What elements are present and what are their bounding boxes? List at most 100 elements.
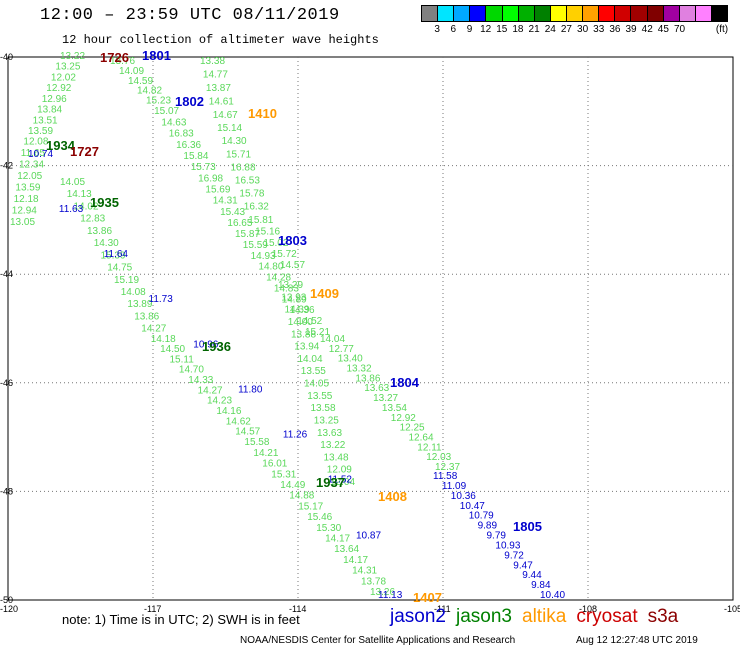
map-frame bbox=[7, 56, 734, 601]
swh-value: 14.27 bbox=[141, 323, 166, 334]
swh-value: 13.25 bbox=[55, 62, 80, 73]
legend-label: 18 bbox=[512, 24, 524, 35]
legend-label: 9 bbox=[466, 24, 473, 35]
swh-value: 14.00 bbox=[288, 317, 313, 328]
swh-value: 11.13 bbox=[378, 590, 403, 601]
swh-value: 16.53 bbox=[235, 176, 260, 187]
lon-tick-label: -120 bbox=[0, 604, 18, 614]
timestamp-text: Aug 12 12:27:48 UTC 2019 bbox=[576, 635, 698, 646]
swh-value: 15.78 bbox=[239, 189, 264, 200]
swh-value: 15.59 bbox=[243, 240, 268, 251]
swh-value: 13.26 bbox=[370, 587, 395, 598]
swh-value: 14.49 bbox=[280, 480, 305, 491]
swh-value: 13.48 bbox=[324, 452, 349, 463]
legend-label: 3 bbox=[434, 24, 440, 35]
swh-value: 12.77 bbox=[329, 344, 354, 355]
swh-value: 11.09 bbox=[442, 481, 467, 492]
swh-value: 14.17 bbox=[325, 534, 350, 545]
swh-value: 12.11 bbox=[417, 442, 442, 453]
legend-swatch bbox=[599, 6, 616, 21]
pass-time-label: 1801 bbox=[142, 48, 171, 63]
swh-value: 14.05 bbox=[304, 379, 329, 390]
pass-time-label: 1727 bbox=[70, 144, 99, 159]
satellite-altika: altika bbox=[522, 606, 567, 627]
swh-value: 13.63 bbox=[317, 428, 342, 439]
legend-unit: (ft) bbox=[715, 24, 729, 35]
swh-value: 12.03 bbox=[426, 452, 451, 463]
swh-value: 13.51 bbox=[33, 115, 58, 126]
swh-value: 14.04 bbox=[298, 354, 323, 365]
swh-value: 13.25 bbox=[314, 415, 339, 426]
swh-value: 14.70 bbox=[179, 365, 204, 376]
swh-value: 13.86 bbox=[355, 373, 380, 384]
legend-swatch bbox=[566, 6, 584, 21]
swh-value: 15.02 bbox=[263, 238, 288, 249]
swh-value: 14.17 bbox=[343, 555, 368, 566]
lon-tick-label: -117 bbox=[144, 604, 161, 614]
legend-swatch bbox=[711, 6, 728, 21]
pass-time-label: 1804 bbox=[390, 375, 420, 390]
swh-value: 15.31 bbox=[271, 469, 296, 480]
swh-value: 14.30 bbox=[94, 238, 119, 249]
swh-value: 15.14 bbox=[217, 123, 242, 134]
swh-value: 14.93 bbox=[251, 251, 276, 262]
swh-value: 14.52 bbox=[297, 316, 322, 327]
swh-value: 13.64 bbox=[334, 544, 359, 555]
swh-value: 12.64 bbox=[409, 433, 434, 444]
satellite-jason2: jason2 bbox=[390, 606, 446, 627]
pass-time-label: 1935 bbox=[90, 195, 119, 210]
swh-value: 13.40 bbox=[338, 354, 363, 365]
swh-value: 10.40 bbox=[540, 590, 565, 601]
swh-value: 15.39 bbox=[101, 250, 126, 261]
swh-value: 13.59 bbox=[28, 126, 53, 137]
swh-value: 14.08 bbox=[121, 287, 146, 298]
credit-text: NOAA/NESDIS Center for Satellite Applica… bbox=[240, 635, 516, 646]
swh-value: 11.58 bbox=[433, 471, 458, 482]
swh-value: 13.94 bbox=[294, 342, 319, 353]
swh-value: 15.43 bbox=[220, 207, 245, 218]
swh-value: 11.63 bbox=[59, 204, 84, 215]
pass-time-label: 1410 bbox=[248, 106, 277, 121]
legend-swatch bbox=[470, 6, 487, 21]
legend-swatch bbox=[550, 6, 567, 21]
swh-value: 15.84 bbox=[183, 151, 208, 162]
swh-value: 13.86 bbox=[134, 312, 159, 323]
swh-value: 14.59 bbox=[128, 76, 153, 87]
legend-label: 21 bbox=[528, 24, 540, 35]
swh-value: 13.05 bbox=[10, 217, 35, 228]
swh-value: 13.87 bbox=[206, 83, 231, 94]
swh-value: 12.05 bbox=[17, 171, 42, 182]
pass-time-label: 1802 bbox=[175, 94, 204, 109]
swh-value: 16.32 bbox=[244, 202, 269, 213]
swh-value: 14.57 bbox=[235, 427, 260, 438]
lat-tick-label: -44 bbox=[0, 269, 13, 279]
swh-value: 13.76 bbox=[110, 56, 135, 67]
swh-value: 9.47 bbox=[513, 560, 533, 571]
swh-value: 13.55 bbox=[301, 366, 326, 377]
swh-value: 13.55 bbox=[307, 391, 332, 402]
swh-value: 14.83 bbox=[274, 284, 299, 295]
swh-value: 14.80 bbox=[258, 262, 283, 273]
swh-value: 14.88 bbox=[289, 491, 314, 502]
swh-value: 15.87 bbox=[235, 229, 260, 240]
swh-value: 10.47 bbox=[460, 501, 485, 512]
swh-value: 9.72 bbox=[504, 550, 524, 561]
swh-value: 11.52 bbox=[328, 475, 353, 486]
swh-value: 13.84 bbox=[37, 105, 62, 116]
satellite-legend: jason2 jason3 altika cryosat s3a bbox=[390, 606, 688, 628]
swh-value: 14.82 bbox=[137, 86, 162, 97]
swh-value: 14.28 bbox=[266, 273, 291, 284]
swh-value: 14.13 bbox=[67, 189, 92, 200]
swh-value: 14.75 bbox=[107, 263, 132, 274]
swh-value: 15.19 bbox=[114, 275, 139, 286]
swh-value: 14.89 bbox=[282, 294, 307, 305]
pass-time-label: 1407 bbox=[413, 590, 442, 605]
swh-value: 15.21 bbox=[305, 327, 330, 338]
swh-value: 13.22 bbox=[320, 440, 345, 451]
swh-value: 15.11 bbox=[170, 354, 195, 365]
page-subtitle: 12 hour collection of altimeter wave hei… bbox=[62, 33, 379, 47]
note-text: note: 1) Time is in UTC; 2) SWH is in fe… bbox=[62, 612, 300, 627]
pass-time-label: 1726 bbox=[100, 50, 129, 65]
swh-value: 14.21 bbox=[253, 448, 278, 459]
